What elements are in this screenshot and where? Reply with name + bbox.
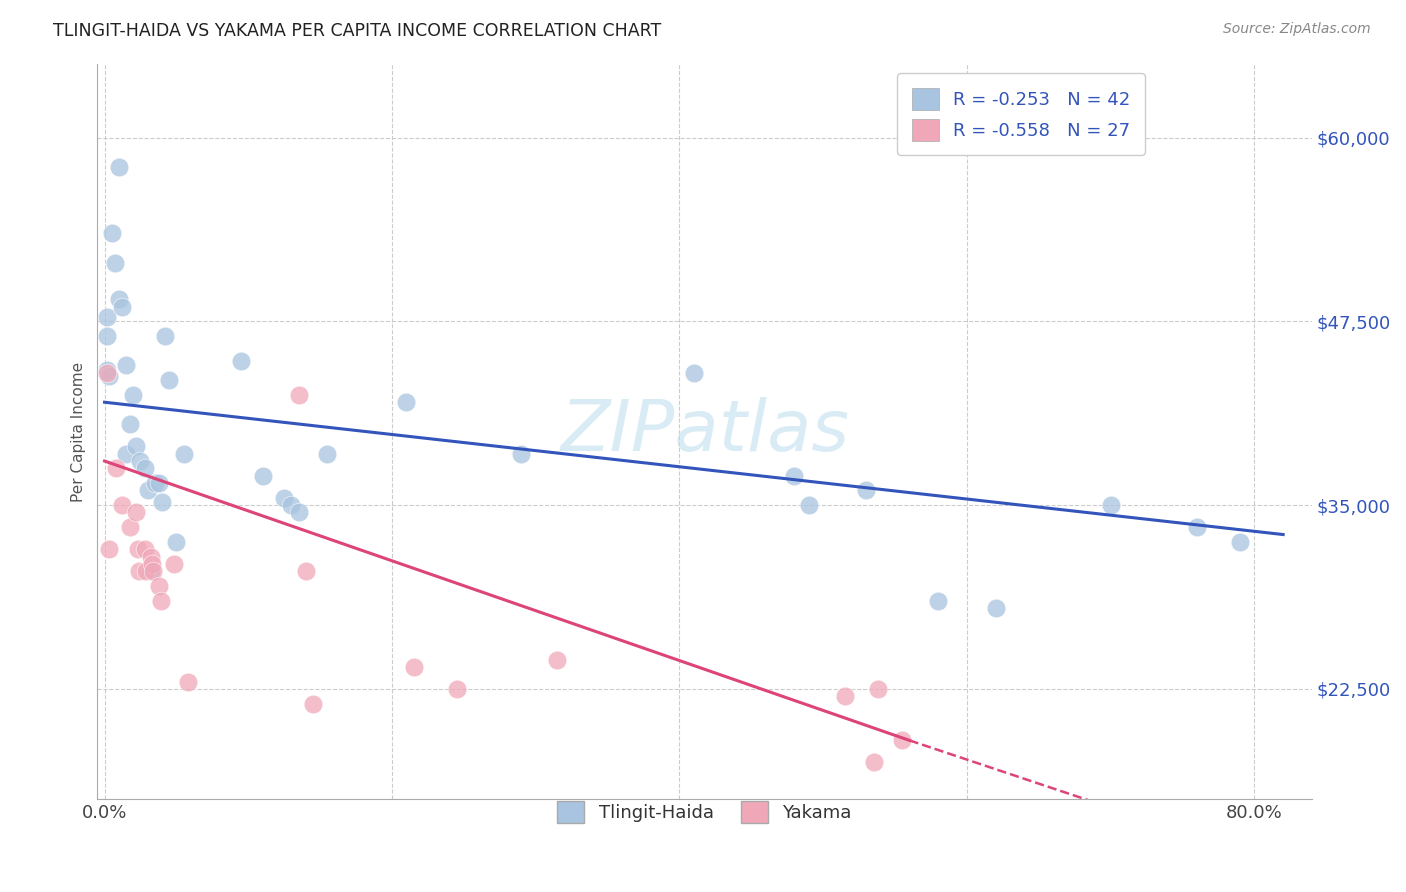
Point [120,417,142,432]
Point [287,506,309,520]
Point [104,255,127,269]
Text: ZIPatlas: ZIPatlas [560,397,849,467]
Point [96,366,118,380]
Point [395,395,418,409]
Point [125,506,148,520]
Point [108,160,131,174]
Point [148,476,170,491]
Point [855,483,877,498]
Point [97,542,120,557]
Point [96,329,118,343]
Text: Source: ZipAtlas.com: Source: ZipAtlas.com [1223,22,1371,37]
Point [148,579,170,593]
Point [125,439,148,453]
Point [165,535,187,549]
Point [127,542,149,557]
Point [866,681,889,696]
Point [510,447,533,461]
Point [797,498,820,512]
Point [682,366,704,380]
Point [891,733,914,747]
Point [139,564,162,578]
Point [1185,520,1208,534]
Point [149,593,172,607]
Point [135,564,157,578]
Point [280,498,302,512]
Point [105,461,128,475]
Point [783,468,806,483]
Point [96,310,118,324]
Point [111,498,134,512]
Point [100,226,122,240]
Point [157,373,180,387]
Point [96,363,118,377]
Point [862,756,884,770]
Point [134,461,156,475]
Point [984,601,1007,615]
Point [294,564,316,578]
Point [134,542,156,557]
Point [273,491,295,505]
Point [142,564,165,578]
Point [150,495,173,509]
Point [287,388,309,402]
Point [129,454,152,468]
Point [229,354,252,368]
Point [141,557,163,571]
Point [108,293,131,307]
Point [122,388,145,402]
Point [139,549,162,564]
Point [153,329,176,343]
Point [136,483,159,498]
Point [162,557,184,571]
Point [927,593,949,607]
Point [1099,498,1122,512]
Point [402,660,425,674]
Point [1229,535,1251,549]
Point [834,690,856,704]
Point [316,447,339,461]
Point [252,468,274,483]
Point [446,681,468,696]
Point [115,359,138,373]
Point [177,674,200,689]
Y-axis label: Per Capita Income: Per Capita Income [72,361,86,501]
Text: TLINGIT-HAIDA VS YAKAMA PER CAPITA INCOME CORRELATION CHART: TLINGIT-HAIDA VS YAKAMA PER CAPITA INCOM… [53,22,662,40]
Legend: Tlingit-Haida, Yakama: Tlingit-Haida, Yakama [550,794,859,830]
Point [120,520,142,534]
Point [128,564,150,578]
Point [546,652,568,666]
Point [111,300,134,314]
Point [143,476,166,491]
Point [302,697,325,711]
Point [97,368,120,383]
Point [173,447,195,461]
Point [115,447,138,461]
